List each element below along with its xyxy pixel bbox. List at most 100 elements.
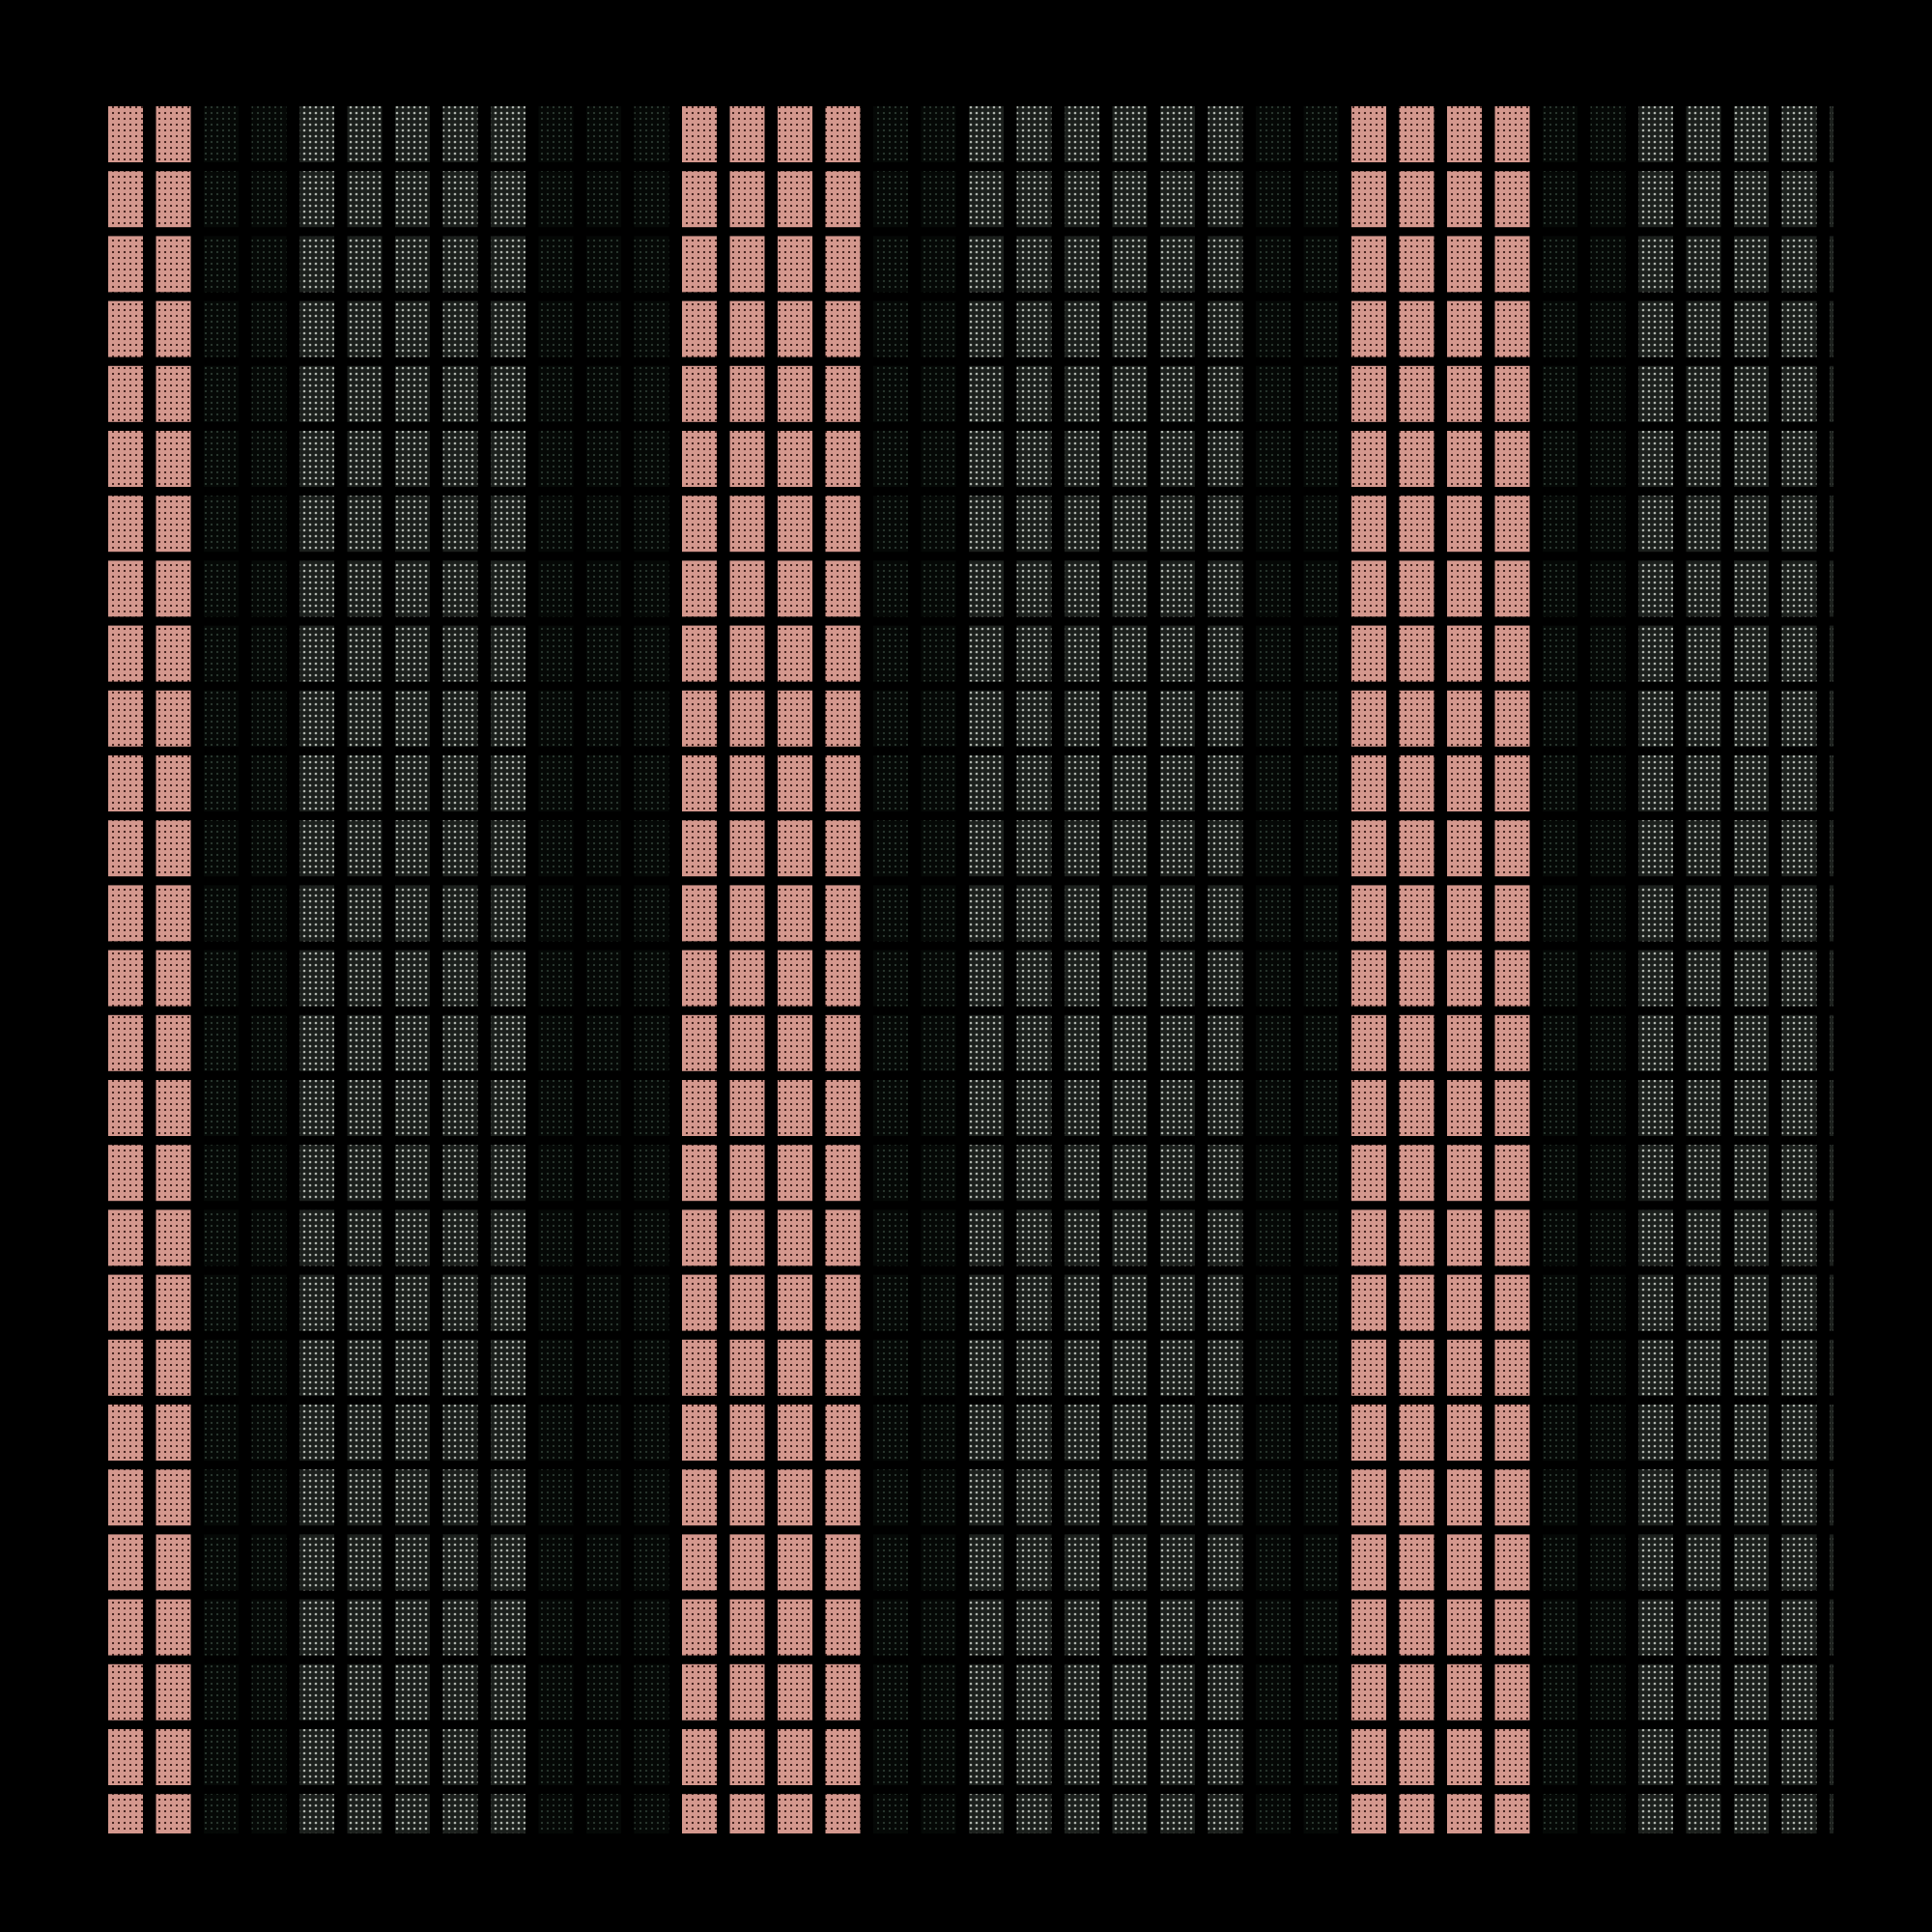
cell-red	[682, 300, 717, 357]
cell-gray	[1734, 1729, 1769, 1785]
cell-gray	[1208, 1339, 1243, 1396]
cell-red	[156, 171, 191, 228]
cell-dark	[1590, 236, 1626, 293]
cell-dark	[1543, 236, 1577, 293]
cell-gray	[1112, 1274, 1148, 1331]
cell-red	[1494, 1145, 1530, 1202]
cell-dark	[251, 625, 287, 682]
cell-gray	[1016, 690, 1052, 747]
cell-dark	[921, 1534, 956, 1591]
cell-gray	[1734, 496, 1769, 553]
cell-red	[1351, 365, 1386, 422]
cell-dark	[921, 496, 956, 553]
cell-dark	[1543, 1729, 1577, 1785]
cell-dark	[586, 1209, 621, 1266]
cell-red	[156, 885, 191, 942]
cell-gray	[347, 560, 383, 617]
cell-red	[156, 1599, 191, 1656]
cell-gray	[1734, 1794, 1769, 1833]
cell-dark	[204, 496, 239, 553]
cell-gray	[969, 1339, 1004, 1396]
cell-gray	[1112, 1405, 1148, 1461]
cell-red	[1494, 496, 1530, 553]
cell-gray	[1208, 1080, 1243, 1136]
cell-dark	[586, 1599, 621, 1656]
cell-red	[1494, 1599, 1530, 1656]
cell-red	[1351, 690, 1386, 747]
cell-dark	[538, 1274, 574, 1331]
cell-gray	[1686, 1469, 1721, 1526]
cell-gray	[1208, 820, 1243, 877]
cell-gray	[299, 1663, 334, 1720]
cell-red	[1494, 625, 1530, 682]
cell-dark	[634, 431, 669, 487]
cell-gray	[1208, 496, 1243, 553]
cell-red	[1399, 820, 1435, 877]
cell-red	[825, 1534, 861, 1591]
cell-gray	[1016, 1145, 1052, 1202]
cell-dark	[1303, 1080, 1339, 1136]
cell-red	[825, 1729, 861, 1785]
cell-gray	[347, 496, 383, 553]
cell-gray	[1686, 496, 1721, 553]
cell-red	[825, 560, 861, 617]
cell-gray	[347, 1794, 383, 1833]
cell-dark	[921, 820, 956, 877]
cell-red	[729, 1209, 765, 1266]
cell-gray	[1734, 625, 1769, 682]
cell-gray	[347, 1209, 383, 1266]
cell-gray	[1065, 496, 1099, 553]
cell-dark	[921, 1080, 956, 1136]
cell-red	[1494, 1209, 1530, 1266]
cell-dark	[1256, 560, 1291, 617]
cell-red	[729, 625, 765, 682]
cell-gray	[1208, 1469, 1243, 1526]
cell-gray	[395, 171, 430, 228]
cell-gray	[1208, 885, 1243, 942]
cell-dark	[634, 820, 669, 877]
cell-red	[825, 755, 861, 811]
cell-dark	[1590, 1663, 1626, 1720]
cell-dark	[1590, 1274, 1626, 1331]
cell-gray	[395, 1339, 430, 1396]
cell-gray	[491, 1663, 526, 1720]
cell-red	[825, 1469, 861, 1526]
cell-gray	[442, 950, 478, 1007]
cell-red	[156, 1729, 191, 1785]
cell-red	[108, 1663, 143, 1720]
cell-gray	[1112, 431, 1148, 487]
cell-dark	[1590, 496, 1626, 553]
cell-gray	[1734, 885, 1769, 942]
cell-gray	[395, 755, 430, 811]
cell-red	[1351, 1014, 1386, 1071]
cell-red	[825, 1080, 861, 1136]
cell-dark	[251, 106, 287, 162]
cell-gray	[1781, 1080, 1817, 1136]
cell-gray	[1112, 1080, 1148, 1136]
cell-dark	[1303, 1729, 1339, 1785]
cell-dark	[1543, 431, 1577, 487]
cell-gray	[1734, 755, 1769, 811]
cell-gray	[1016, 1534, 1052, 1591]
cell-red	[778, 1469, 812, 1526]
cell-red	[1399, 1663, 1435, 1720]
cell-red	[729, 820, 765, 877]
cell-gray	[1781, 1794, 1817, 1833]
cell-red	[778, 1663, 812, 1720]
cell-gray	[347, 1599, 383, 1656]
cell-dark	[1590, 1014, 1626, 1071]
cell-gray	[1686, 1599, 1721, 1656]
cell-dark	[586, 1014, 621, 1071]
cell-red	[825, 1145, 861, 1202]
cell-red	[682, 1405, 717, 1461]
cell-red	[1351, 625, 1386, 682]
cell-gray	[395, 1663, 430, 1720]
cell-red	[108, 365, 143, 422]
cell-red	[1494, 1339, 1530, 1396]
cell-red	[778, 1339, 812, 1396]
cell-dark	[1256, 365, 1291, 422]
cell-gray	[1112, 236, 1148, 293]
cell-dark	[1256, 885, 1291, 942]
cell-dark	[586, 236, 621, 293]
cell-gray	[299, 1405, 334, 1461]
